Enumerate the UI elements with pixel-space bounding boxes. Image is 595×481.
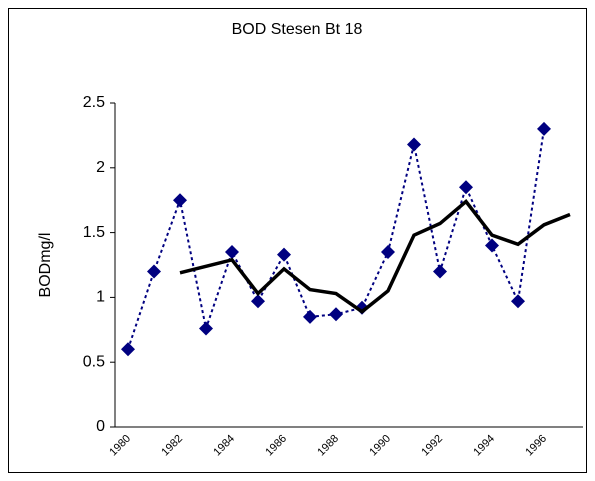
- diamond-marker: [537, 121, 551, 136]
- y-axis-label: BODmg/l: [37, 233, 54, 298]
- chart-title: BOD Stesen Bt 18: [232, 21, 363, 38]
- diamond-marker: [225, 245, 239, 260]
- diamond-marker: [459, 180, 473, 195]
- diamond-marker: [329, 307, 343, 322]
- y-tick-label: 0.5: [83, 353, 105, 370]
- diamond-marker: [147, 264, 161, 279]
- y-tick-label: 2.5: [83, 94, 105, 111]
- y-tick-label: 1.5: [83, 224, 105, 241]
- y-tick-label: 1: [96, 289, 105, 306]
- diamond-marker: [485, 238, 499, 253]
- diamond-marker: [173, 193, 187, 208]
- diamond-marker: [407, 137, 421, 152]
- diamond-marker: [511, 294, 525, 309]
- diamond-marker: [121, 342, 135, 357]
- diamond-marker: [251, 294, 265, 309]
- diamond-marker: [277, 247, 291, 262]
- series-line: [179, 198, 571, 314]
- diamond-marker: [433, 264, 447, 279]
- y-tick-label: 0: [96, 418, 105, 435]
- diamond-marker: [199, 321, 213, 336]
- diamond-marker: [381, 245, 395, 260]
- diamond-marker: [303, 309, 317, 324]
- y-tick-label: 2: [96, 159, 105, 176]
